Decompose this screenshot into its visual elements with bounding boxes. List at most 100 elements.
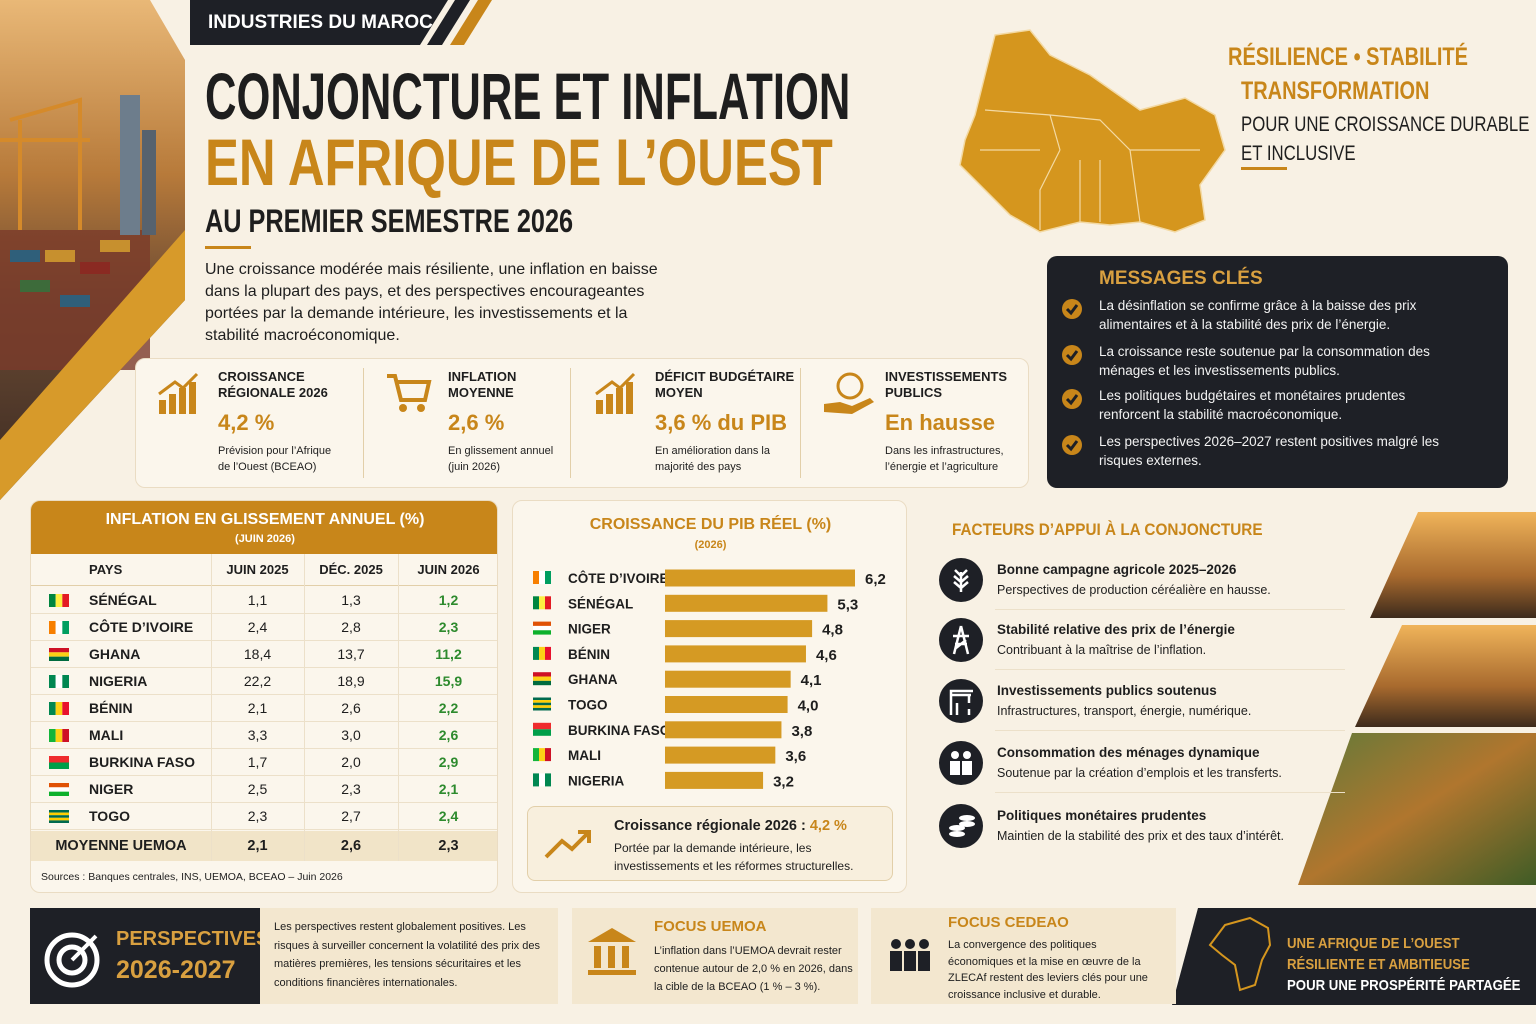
kpi-divider xyxy=(800,368,801,478)
table-value: 2,4 xyxy=(438,808,459,824)
kpi-label: INFLATION MOYENNE xyxy=(448,369,517,400)
flag-stripe xyxy=(49,783,69,788)
tagline: RÉSILIENCE • STABILITÉ TRANSFORMATION PO… xyxy=(1228,42,1536,171)
callout-icon xyxy=(544,830,591,859)
kpi-icon xyxy=(824,372,874,414)
subtitle: AU PREMIER SEMESTRE 2026 xyxy=(205,203,574,239)
bar xyxy=(665,645,806,663)
factors-title: FACTEURS D’APPUI À LA CONJONCTURE xyxy=(952,520,1297,540)
category-label: SÉNÉGAL xyxy=(568,596,633,611)
table-value: 1,3 xyxy=(341,592,361,608)
flag-stripe xyxy=(49,787,69,792)
flag-stripe xyxy=(545,773,551,787)
bar xyxy=(665,569,855,587)
factor-rule xyxy=(995,609,1345,610)
outlook-title: PERSPECTIVES xyxy=(116,928,270,950)
factor-text: Perspectives de production céréalière en… xyxy=(997,583,1271,597)
flag-stripe xyxy=(49,762,69,769)
flag xyxy=(49,702,69,715)
callout-heading: Croissance régionale 2026 : 4,2 % xyxy=(614,818,847,834)
table-value: 3,3 xyxy=(247,727,268,743)
value-label: 4,1 xyxy=(801,672,822,689)
kpi-divider xyxy=(570,368,571,478)
country-name: BURKINA FASO xyxy=(89,754,196,770)
country-name: MALI xyxy=(89,727,124,743)
flag-stripe xyxy=(49,652,69,657)
factor-rule xyxy=(995,792,1345,793)
table-value: 2,3 xyxy=(247,808,268,824)
table-value: 18,4 xyxy=(243,646,272,662)
country-name: GHANA xyxy=(89,646,141,662)
chart-subtitle: (2026) xyxy=(694,539,727,551)
header-rule xyxy=(31,585,497,586)
country-name: SÉNÉGAL xyxy=(89,592,157,608)
flag-stripe xyxy=(539,596,545,610)
table-value: 13,7 xyxy=(337,646,365,662)
table-value: 1,7 xyxy=(247,754,268,770)
factor-title: Politiques monétaires prudentes xyxy=(997,808,1207,823)
flag xyxy=(49,810,69,823)
flag-stripe xyxy=(62,729,69,742)
category-label: GHANA xyxy=(568,672,618,687)
uemoa-box: FOCUS UEMOA L’inflation dans l’UEMOA dev… xyxy=(572,908,858,1004)
flag-stripe xyxy=(533,625,551,631)
column-rule xyxy=(211,554,212,861)
flag-stripe xyxy=(49,817,69,821)
factor-title: Stabilité relative des prix de l’énergie xyxy=(997,622,1235,637)
column-header: JUIN 2025 xyxy=(226,562,289,577)
bar xyxy=(665,771,764,789)
tagline-4: ET INCLUSIVE xyxy=(1241,142,1356,165)
kpi-value: 2,6 % xyxy=(448,410,505,435)
category-label: CÔTE D’IVOIRE xyxy=(568,571,669,586)
cedeao-title: FOCUS CEDEAO xyxy=(948,914,1069,931)
flag-stripe xyxy=(49,820,69,823)
table-value: 1,1 xyxy=(247,592,268,608)
flag-stripe xyxy=(539,646,545,660)
value-label: 3,2 xyxy=(773,773,794,790)
factor-title: Investissements publics soutenus xyxy=(997,683,1217,698)
kpi-label: CROISSANCE RÉGIONALE 2026 xyxy=(218,369,328,400)
refinery-photo xyxy=(1370,512,1536,618)
banner-1: UNE AFRIQUE DE L’OUEST xyxy=(1287,935,1460,952)
tagline-1: RÉSILIENCE • STABILITÉ xyxy=(1228,43,1468,71)
flag-stripe xyxy=(49,648,69,653)
message: Les perspectives 2026–2027 restent posit… xyxy=(1099,434,1439,468)
country-name: CÔTE D’IVOIRE xyxy=(89,619,194,635)
total-bg xyxy=(31,831,497,861)
africa-outline xyxy=(1208,916,1272,992)
tagline-2: TRANSFORMATION xyxy=(1241,77,1430,105)
kpi-card xyxy=(135,358,1029,488)
flag-stripe xyxy=(539,571,545,584)
table-value: 2,4 xyxy=(247,619,268,635)
flag-stripe xyxy=(533,672,551,677)
flag xyxy=(49,675,69,688)
callout-text: Portée par la demande intérieure, les in… xyxy=(614,841,854,873)
outlook-box: PERSPECTIVES 2026-2027 xyxy=(30,908,269,1004)
flag-stripe xyxy=(533,748,539,762)
row-rule xyxy=(31,613,497,614)
tagline-3: POUR UNE CROISSANCE DURABLE xyxy=(1241,113,1530,136)
map-west-africa xyxy=(959,29,1226,233)
message: La croissance reste soutenue par la cons… xyxy=(1099,344,1430,378)
table-source: Sources : Banques centrales, INS, UEMOA,… xyxy=(41,871,343,883)
kpi-icon xyxy=(158,372,199,414)
flag-stripe xyxy=(49,812,69,816)
row-rule xyxy=(31,775,497,776)
kpi-note: Dans les infrastructures, l’énergie et l… xyxy=(885,445,1004,473)
factor-rule xyxy=(995,669,1345,670)
column-rule xyxy=(398,554,399,861)
factor-icon xyxy=(939,804,983,848)
table-value: 2,3 xyxy=(341,781,361,797)
flag xyxy=(49,621,69,634)
kpi-note: En glissement annuel (juin 2026) xyxy=(448,445,554,473)
factor-title: Bonne campagne agricole 2025–2026 xyxy=(997,562,1237,577)
flag-stripe xyxy=(533,646,539,660)
flag-stripe xyxy=(49,810,69,813)
flag xyxy=(49,648,69,661)
kpi-value: En hausse xyxy=(885,410,996,435)
flag-stripe xyxy=(545,596,551,610)
table-value: 2,5 xyxy=(247,781,268,797)
flag-stripe xyxy=(533,722,551,730)
factor-text: Infrastructures, transport, énergie, num… xyxy=(997,704,1252,718)
flag-stripe xyxy=(533,676,551,681)
